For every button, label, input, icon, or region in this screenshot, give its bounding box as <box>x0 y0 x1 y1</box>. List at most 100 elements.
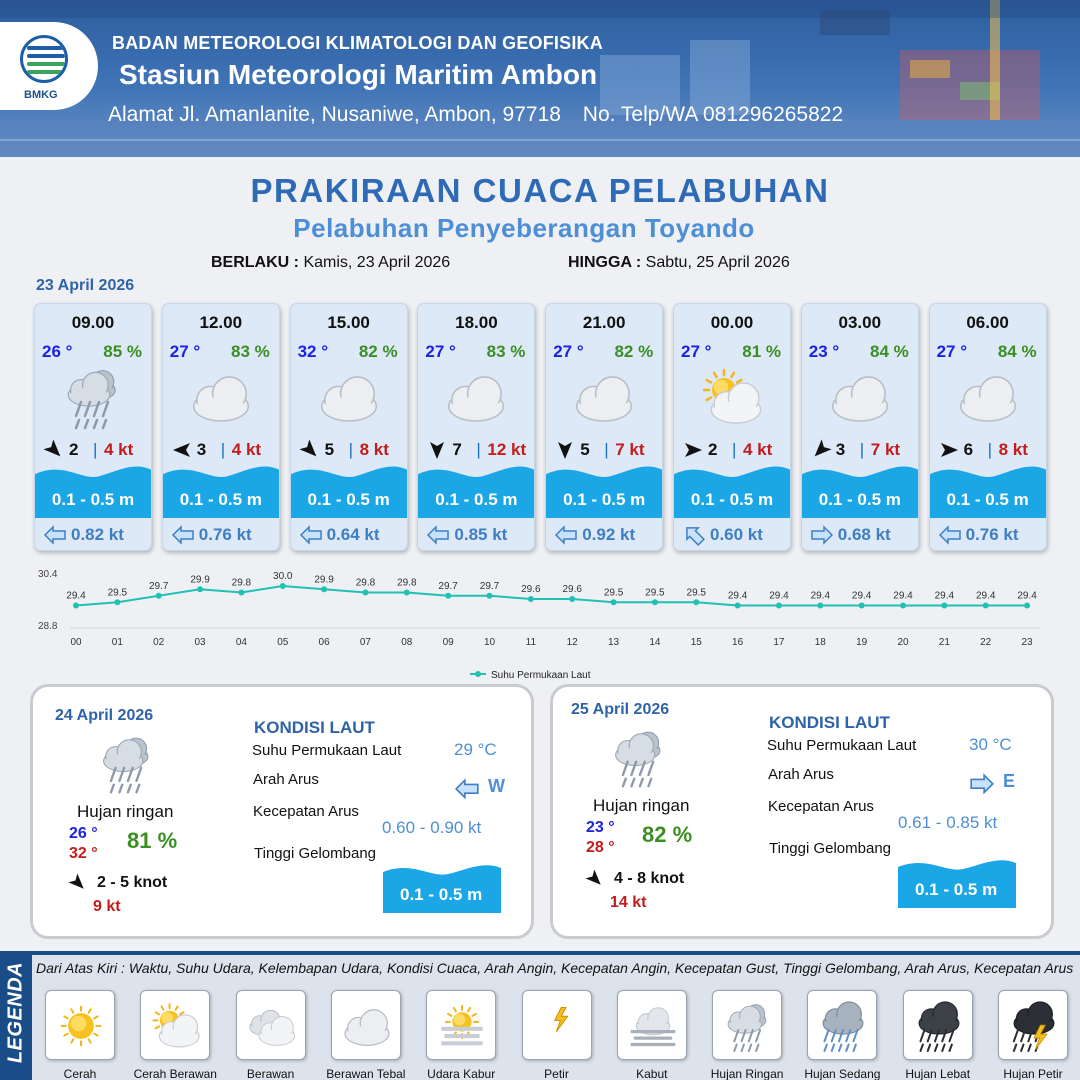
legend-swatch-dot <box>475 671 481 677</box>
sst-data-point <box>1024 602 1031 609</box>
divider: | <box>987 440 993 459</box>
current-speed-label: Kecepatan Arus <box>253 803 359 820</box>
berawan-tebal-icon <box>448 376 505 422</box>
header-banner: BMKG BADAN METEOROLOGI KLIMATOLOGI DAN G… <box>0 0 1080 157</box>
x-tick-label: 21 <box>939 637 951 648</box>
hujan-sedang-icon <box>822 1001 864 1052</box>
sst-data-label: 29.9 <box>190 574 210 585</box>
berawan-icon <box>248 1009 295 1046</box>
current-direction-icon <box>969 773 995 795</box>
sst-data-label: 29.4 <box>852 591 872 602</box>
wind-direction-icon <box>68 873 87 892</box>
valid-from-label: BERLAKU : <box>211 254 299 271</box>
sst-data-label: 29.4 <box>769 591 789 602</box>
wind-speed: 3 <box>196 440 207 459</box>
sst-data-label: 29.7 <box>438 581 458 592</box>
sea-conditions-title: KONDISI LAUT <box>769 713 890 732</box>
legend-icon-box <box>330 990 401 1060</box>
current-row: 0.76 kt <box>929 518 1046 550</box>
sst-data-point <box>527 596 534 602</box>
legend-item: Kabut <box>610 988 702 1080</box>
cerah-icon <box>60 1005 102 1047</box>
air-temperature: 27 ° <box>169 342 201 361</box>
current-row: 0.64 kt <box>290 518 407 550</box>
legend-item: Hujan Petir <box>991 988 1080 1080</box>
berawan-tebal-icon <box>344 1009 390 1046</box>
gust-speed: 4 kt <box>104 440 134 459</box>
current-direction-icon <box>426 525 450 545</box>
legend-item-label: Berawan <box>246 1067 295 1080</box>
sst-data-label: 29.8 <box>397 578 417 589</box>
humidity: 85 % <box>103 342 142 361</box>
current-row: 0.60 kt <box>674 518 790 550</box>
current-direction-icon <box>171 525 195 545</box>
wave-graphic <box>162 464 279 520</box>
current-direction-icon <box>682 525 706 546</box>
air-temperature: 32 ° <box>297 342 329 361</box>
cerah-berawan-icon <box>702 368 762 424</box>
sst-data-point <box>403 589 410 596</box>
logo-text: BMKG <box>24 89 58 101</box>
hourly-card: 15.00 32 ° 82 % 5 | 8 kt 0.1 - 0.5 m 0.6… <box>289 303 408 551</box>
humidity: 84 % <box>870 342 909 361</box>
x-tick-label: 17 <box>773 637 785 648</box>
wave-height: 0.1 - 0.5 m <box>690 490 774 509</box>
legend-item-label: Hujan Petir <box>1003 1067 1063 1080</box>
temp-max: 28 ° <box>586 839 615 856</box>
forecast-time: 18.00 <box>455 313 498 332</box>
wave-height: 0.1 - 0.5 m <box>51 490 135 509</box>
panel-date: 24 April 2026 <box>55 707 154 724</box>
sst-data-label: 29.7 <box>149 581 169 592</box>
day1-date: 23 April 2026 <box>36 277 135 294</box>
wind-row: 3 | 7 kt <box>802 438 918 462</box>
sst-data-point <box>445 592 452 599</box>
gust-speed: 4 kt <box>231 440 262 459</box>
current-speed-label: Kecepatan Arus <box>768 798 874 815</box>
sst-data-label: 30.0 <box>273 571 293 582</box>
y-tick-label: 28.8 <box>38 621 58 632</box>
phone-text: No. Telp/WA 081296265822 <box>582 103 844 126</box>
x-tick-label: 04 <box>236 637 248 648</box>
air-temperature: 23 ° <box>808 342 840 361</box>
forecast-time: 15.00 <box>327 313 370 332</box>
divider: | <box>732 440 737 459</box>
legend-item-label: Hujan Lebat <box>905 1067 971 1080</box>
x-tick-label: 10 <box>484 637 496 648</box>
wave-graphic <box>929 464 1046 520</box>
current-dir-label: Arah Arus <box>253 771 319 788</box>
sst-data-label: 29.5 <box>645 587 665 598</box>
legend-item-label: Hujan Sedang <box>804 1067 881 1080</box>
humidity: 82 % <box>642 822 693 847</box>
wind-direction-icon <box>585 869 604 888</box>
wave-graphic <box>383 863 501 913</box>
legend-icon-box <box>902 990 973 1060</box>
wind-row: 2 | 4 kt <box>35 438 151 462</box>
udara-kabur-icon <box>441 1004 484 1046</box>
port-illustration <box>0 0 1080 157</box>
forecast-time: 00.00 <box>710 313 754 332</box>
sst-data-point <box>858 602 865 609</box>
valid-to-value: Sabtu, 25 April 2026 <box>645 254 790 271</box>
gust-speed: 14 kt <box>610 894 647 911</box>
humidity: 83 % <box>231 342 270 361</box>
wind-direction-icon <box>811 439 832 460</box>
current-row: 0.85 kt <box>418 518 535 550</box>
legend-item-label: Udara Kabur <box>427 1067 496 1080</box>
air-temperature: 27 ° <box>553 342 584 361</box>
forecast-time: 09.00 <box>71 313 115 332</box>
x-tick-label: 06 <box>319 637 331 648</box>
sst-data-point <box>982 602 989 609</box>
sst-data-point <box>610 599 617 606</box>
current-row: 0.82 kt <box>35 518 151 550</box>
gust-speed: 7 kt <box>870 440 901 459</box>
current-direction: E <box>1003 771 1016 791</box>
address-text: Alamat Jl. Amanlanite, Nusaniwe, Ambon, … <box>108 103 561 126</box>
wave-height: 0.1 - 0.5 m <box>179 490 262 509</box>
hujan-petir-icon <box>1012 1001 1055 1052</box>
wave-graphic <box>418 464 535 520</box>
wave-height: 0.1 - 0.5 m <box>435 490 518 509</box>
sst-data-point <box>775 602 782 609</box>
sst-data-point <box>651 599 658 606</box>
wave-height: 0.1 - 0.5 m <box>400 885 483 904</box>
